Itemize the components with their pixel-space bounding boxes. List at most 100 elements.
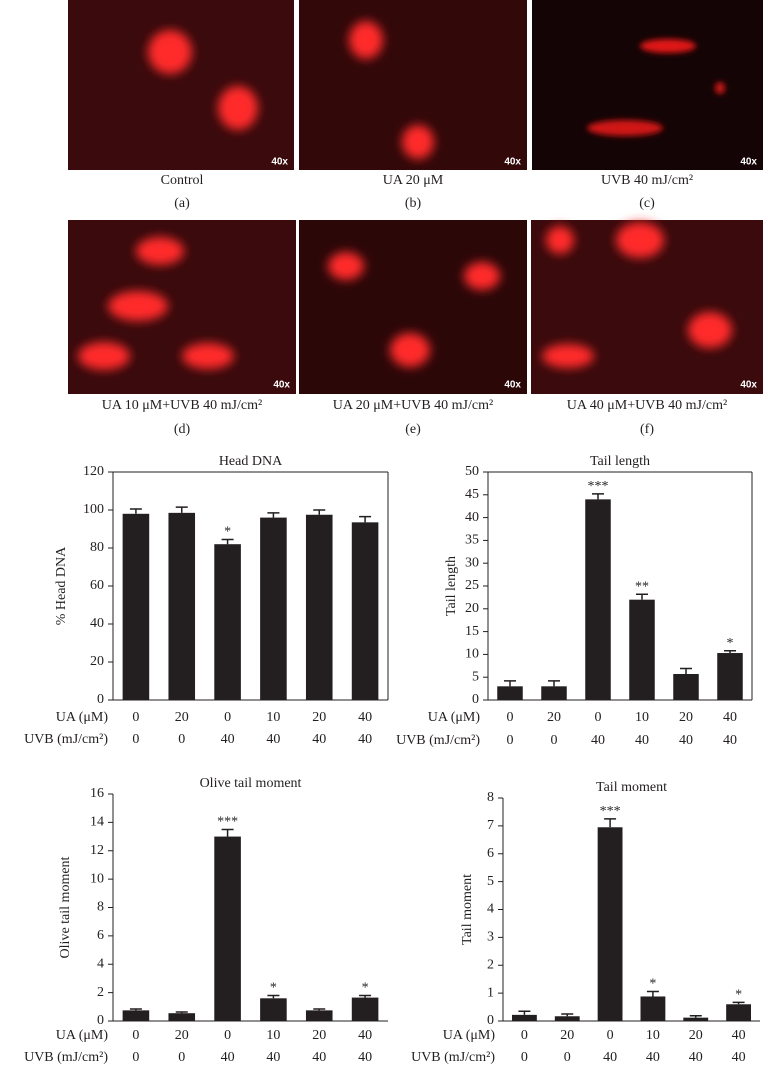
x-tick-label: 0 xyxy=(178,732,185,747)
y-tick-label: 120 xyxy=(83,464,104,479)
significance: *** xyxy=(588,479,609,494)
bar xyxy=(541,686,567,700)
error-bar xyxy=(129,508,142,514)
error-bar xyxy=(221,828,234,837)
y-axis-label: % Head DNA xyxy=(54,546,69,625)
row-label: UA (μM) xyxy=(443,1028,496,1043)
error-bar xyxy=(680,667,692,675)
y-tick-label: 40 xyxy=(90,616,104,631)
error-bar xyxy=(689,1014,702,1018)
bar xyxy=(673,674,699,700)
y-axis-label: Tail length xyxy=(444,556,459,616)
y-tick-label: 45 xyxy=(465,487,479,502)
micrograph: 40x xyxy=(299,220,527,394)
panel-letter: (d) xyxy=(174,422,191,437)
x-tick-label: 40 xyxy=(646,1050,660,1065)
significance: * xyxy=(735,988,742,1003)
error-bar xyxy=(221,538,234,545)
y-tick-label: 8 xyxy=(487,790,494,805)
bar xyxy=(597,827,623,1021)
y-tick-label: 30 xyxy=(465,555,479,570)
y-axis-label: Olive tail moment xyxy=(58,856,73,958)
x-tick-label: 0 xyxy=(132,732,139,747)
row-label: UVB (mJ/cm²) xyxy=(24,1050,108,1065)
significance: ** xyxy=(635,579,649,594)
chart-title: Olive tail moment xyxy=(200,776,302,791)
bar xyxy=(214,544,241,700)
error-bar xyxy=(175,1011,188,1014)
y-tick-label: 40 xyxy=(465,510,479,525)
x-tick-label: 40 xyxy=(723,733,737,748)
error-bar xyxy=(548,680,560,687)
significance: * xyxy=(362,981,369,996)
micrograph: 40x xyxy=(531,220,763,394)
bar xyxy=(717,653,743,700)
y-tick-label: 6 xyxy=(487,846,494,861)
y-tick-label: 5 xyxy=(472,669,479,684)
y-tick-label: 100 xyxy=(83,502,104,517)
significance: * xyxy=(649,977,656,992)
x-tick-label: 40 xyxy=(358,732,372,747)
bar xyxy=(214,836,241,1021)
x-tick-label: 40 xyxy=(635,733,649,748)
x-tick-label: 40 xyxy=(221,732,235,747)
error-bar xyxy=(504,680,516,687)
micrograph: 40x xyxy=(68,0,294,170)
x-tick-label: 40 xyxy=(603,1050,617,1065)
x-tick-label: 0 xyxy=(224,710,231,725)
x-tick-label: 40 xyxy=(358,710,372,725)
y-tick-label: 10 xyxy=(465,647,479,662)
micrograph: 40x xyxy=(532,0,763,170)
significance: * xyxy=(727,636,734,651)
y-tick-label: 5 xyxy=(487,874,494,889)
x-tick-label: 0 xyxy=(132,710,139,725)
chart-title: Tail moment xyxy=(596,780,667,795)
bar xyxy=(168,1013,196,1021)
caption: Control xyxy=(161,173,204,188)
y-tick-label: 16 xyxy=(90,786,104,801)
x-tick-label: 0 xyxy=(595,710,602,725)
y-tick-label: 0 xyxy=(472,692,479,707)
caption: UVB 40 mJ/cm² xyxy=(601,173,693,188)
x-tick-label: 40 xyxy=(732,1050,746,1065)
y-tick-label: 14 xyxy=(90,815,104,830)
y-tick-label: 20 xyxy=(465,601,479,616)
error-bar xyxy=(592,493,604,500)
x-tick-label: 0 xyxy=(132,1050,139,1065)
x-tick-label: 0 xyxy=(178,1050,185,1065)
error-bar xyxy=(313,1008,326,1011)
micrograph: 40x xyxy=(68,220,296,394)
y-tick-label: 0 xyxy=(97,1013,104,1028)
magnification: 40x xyxy=(740,157,757,168)
y-tick-label: 80 xyxy=(90,540,104,555)
error-bar xyxy=(604,818,617,828)
bar xyxy=(260,517,287,700)
x-tick-label: 0 xyxy=(507,733,514,748)
row-label: UA (μM) xyxy=(428,710,481,725)
y-tick-label: 3 xyxy=(487,930,494,945)
error-bar xyxy=(561,1013,574,1017)
y-tick-label: 7 xyxy=(487,818,494,833)
y-tick-label: 60 xyxy=(90,578,104,593)
x-tick-label: 40 xyxy=(732,1028,746,1043)
bar xyxy=(585,499,611,700)
y-tick-label: 6 xyxy=(97,928,104,943)
x-tick-label: 10 xyxy=(635,710,649,725)
y-tick-label: 35 xyxy=(465,533,479,548)
y-tick-label: 0 xyxy=(487,1013,494,1028)
magnification: 40x xyxy=(504,157,521,168)
bar xyxy=(726,1004,752,1021)
x-tick-label: 20 xyxy=(175,710,189,725)
magnification: 40x xyxy=(504,380,521,391)
x-tick-label: 0 xyxy=(507,710,514,725)
x-tick-label: 40 xyxy=(723,710,737,725)
bar xyxy=(351,522,379,700)
x-tick-label: 0 xyxy=(224,1028,231,1043)
x-tick-label: 0 xyxy=(551,733,558,748)
caption: UA 20 μM xyxy=(383,173,444,188)
x-tick-label: 40 xyxy=(679,733,693,748)
x-tick-label: 0 xyxy=(521,1050,528,1065)
x-tick-label: 40 xyxy=(358,1050,372,1065)
significance: *** xyxy=(600,804,621,819)
bar xyxy=(497,686,523,700)
